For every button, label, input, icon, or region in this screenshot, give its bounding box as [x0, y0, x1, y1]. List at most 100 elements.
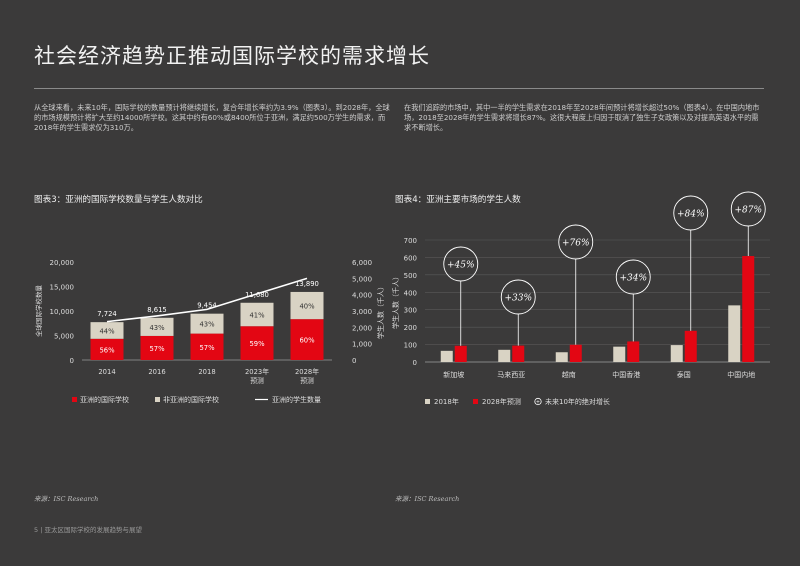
- growth-label: +87%: [734, 206, 762, 216]
- intro-paragraph-right: 在我们追踪的市场中，其中一半的学生需求在2018年至2028年间预计将增长超过5…: [404, 103, 760, 132]
- growth-circle: [615, 259, 651, 295]
- legend-swatch-growth-plus: +: [536, 400, 540, 406]
- data-label-non-asia-share: 43%: [199, 321, 215, 329]
- y2-tick-label: 6,000: [352, 259, 372, 267]
- x-tick-label: 2028年: [295, 367, 319, 376]
- y-tick-label: 15,000: [50, 284, 75, 292]
- y-tick-label: 300: [404, 307, 417, 315]
- y2-axis-label: 学生人数（千人）: [376, 283, 385, 339]
- chart4-svg: 0 100 200 300 400 500 600 700 学生人数（千人） 新加坡 +45% 马来西…: [391, 191, 770, 406]
- legend-swatch-non-asia-schools: [155, 397, 160, 402]
- bar-non-asia-schools: [190, 313, 224, 334]
- data-label-total: 8,615: [147, 306, 166, 314]
- y-tick-label: 0: [413, 359, 417, 367]
- bar-non-asia-schools: [90, 322, 124, 339]
- legend-swatch-2018: [425, 399, 430, 404]
- y-tick-label: 200: [404, 324, 417, 332]
- legend-swatch-asia-schools: [72, 397, 77, 402]
- bar-2018: [728, 305, 741, 362]
- intro-paragraph-left: 从全球来看，未来10年，国际学校的数量预计将继续增长，复合年增长率约为3.9%（…: [34, 103, 390, 132]
- y-axis-label: 学生人数（千人）: [391, 273, 400, 329]
- growth-circle: [443, 246, 479, 282]
- data-label-non-asia-share: 43%: [149, 324, 165, 332]
- data-label-non-asia-share: 41%: [249, 312, 265, 320]
- bar-non-asia-schools: [290, 291, 324, 320]
- legend-label-growth: 未来10年的绝对增长: [545, 397, 610, 406]
- x-tick-label: 中国香港: [612, 370, 640, 379]
- bar-2018: [440, 350, 453, 362]
- x-tick-label: 预测: [300, 376, 314, 385]
- y-tick-label: 500: [404, 272, 417, 280]
- legend-swatch-growth: [534, 397, 542, 406]
- growth-label: +76%: [562, 239, 590, 249]
- x-tick-label: 马来西亚: [497, 371, 525, 379]
- y2-tick-label: 1,000: [352, 341, 372, 349]
- y2-tick-label: 4,000: [352, 292, 372, 300]
- bar-2028-forecast: [684, 330, 697, 362]
- growth-label: +34%: [619, 274, 647, 284]
- bar-2028-forecast: [512, 345, 525, 362]
- y-tick-label: 0: [70, 357, 74, 365]
- y2-tick-label: 2,000: [352, 324, 372, 332]
- x-tick-label: 2014: [98, 368, 115, 376]
- bar-non-asia-schools: [140, 317, 174, 336]
- x-tick-label: 新加坡: [443, 370, 464, 379]
- bar-2018: [670, 345, 683, 362]
- bar-asia-schools: [140, 335, 174, 360]
- data-label-asia-share: 57%: [199, 344, 215, 352]
- chart3-source: 来源：ISC Research: [34, 495, 99, 503]
- data-label-non-asia-share: 44%: [99, 327, 115, 335]
- y2-tick-label: 3,000: [352, 308, 372, 316]
- chart4-source: 来源：ISC Research: [395, 495, 460, 503]
- growth-circle: [673, 195, 709, 231]
- bar-2028-forecast: [742, 256, 755, 362]
- legend-label-2018: 2018年: [434, 397, 459, 406]
- data-label-total: 7,724: [97, 310, 116, 318]
- line-asia-students: [106, 277, 308, 323]
- bar-2028-forecast: [569, 344, 582, 362]
- bar-non-asia-schools: [240, 302, 274, 327]
- title-divider: [34, 88, 764, 89]
- y-tick-label: 10,000: [50, 308, 75, 316]
- data-label-total: 9,454: [197, 302, 216, 310]
- y-axis-label: 全球国际学校数量: [34, 285, 43, 338]
- bar-2028-forecast: [627, 341, 640, 362]
- growth-label: +84%: [677, 210, 705, 220]
- bar-2018: [555, 352, 568, 362]
- y2-tick-label: 5,000: [352, 275, 372, 283]
- legend-label-asia-students: 亚洲的学生数量: [272, 395, 321, 404]
- data-label-non-asia-share: 40%: [299, 303, 315, 311]
- data-label-asia-share: 59%: [249, 340, 265, 348]
- y-tick-label: 5,000: [54, 333, 74, 341]
- chart3-svg: 0 5,000 10,000 15,000 20,000 0 1,000 2,000 3,000…: [34, 259, 385, 404]
- x-tick-label: 2016: [148, 368, 165, 376]
- data-label-total: 13,890: [295, 280, 319, 288]
- growth-circle: [730, 191, 766, 227]
- bar-2018: [613, 346, 626, 362]
- x-tick-label: 中国内地: [727, 370, 755, 379]
- x-tick-label: 泰国: [677, 370, 691, 379]
- y2-tick-label: 0: [352, 357, 356, 365]
- bar-asia-schools: [90, 338, 124, 360]
- legend-label-non-asia-schools: 非亚洲的国际学校: [163, 395, 219, 404]
- data-label-asia-share: 57%: [149, 345, 165, 353]
- page-footer: 5 | 亚太区国际学校的发展趋势与展望: [34, 526, 142, 534]
- growth-circle: [500, 279, 536, 315]
- y-tick-label: 400: [404, 289, 417, 297]
- y-tick-label: 700: [404, 237, 417, 245]
- growth-label: +45%: [447, 261, 475, 271]
- x-tick-label: 2018: [198, 368, 215, 376]
- x-tick-label: 预测: [250, 376, 264, 385]
- growth-label: +33%: [504, 294, 532, 304]
- data-label-total: 11,680: [245, 291, 269, 299]
- bar-asia-schools: [240, 326, 274, 360]
- page-title: 社会经济趋势正推动国际学校的需求增长: [34, 44, 430, 68]
- bar-2018: [498, 349, 511, 362]
- y-tick-label: 20,000: [50, 259, 75, 267]
- legend-swatch-2028: [473, 399, 478, 404]
- chart3-title: 图表3：亚洲的国际学校数量与学生人数对比: [34, 195, 203, 205]
- growth-circle: [558, 224, 594, 260]
- chart4-title: 图表4：亚洲主要市场的学生人数: [395, 195, 521, 205]
- x-tick-label: 2023年: [245, 367, 269, 376]
- data-label-asia-share: 60%: [299, 337, 315, 345]
